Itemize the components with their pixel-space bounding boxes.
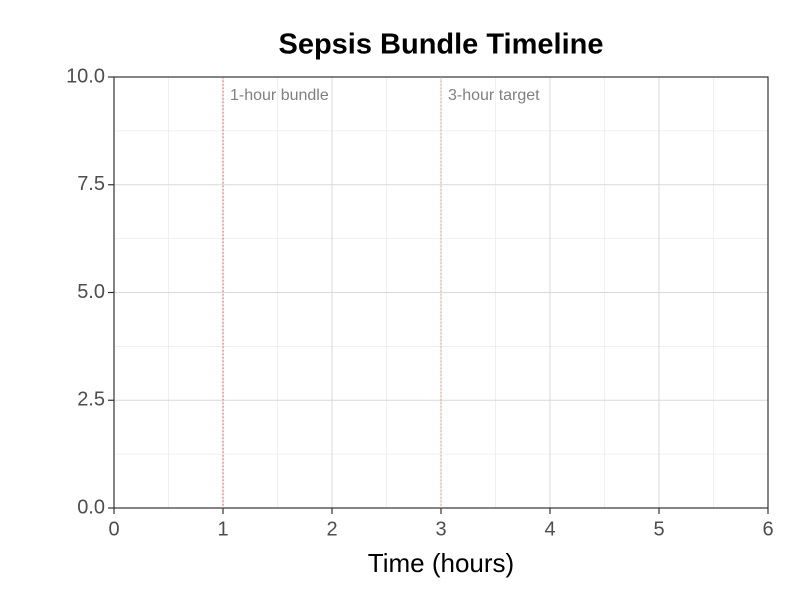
y-tick-label: 0.0 <box>77 496 105 518</box>
x-tick-label: 6 <box>762 518 773 540</box>
y-tick-label: 7.5 <box>77 173 105 195</box>
x-tick-label: 0 <box>108 518 119 540</box>
y-tick-label: 10.0 <box>66 65 105 87</box>
chart-title: Sepsis Bundle Timeline <box>278 29 603 61</box>
y-tick-label: 2.5 <box>77 389 105 411</box>
x-tick-label: 1 <box>217 518 228 540</box>
y-tick-label: 5.0 <box>77 281 105 303</box>
x-tick-label: 5 <box>653 518 664 540</box>
x-tick-label: 4 <box>544 518 555 540</box>
reference-label: 1-hour bundle <box>230 87 329 104</box>
x-axis-title: Time (hours) <box>368 548 514 578</box>
reference-label: 3-hour target <box>448 87 540 104</box>
x-tick-label: 2 <box>326 518 337 540</box>
x-tick-label: 3 <box>435 518 446 540</box>
